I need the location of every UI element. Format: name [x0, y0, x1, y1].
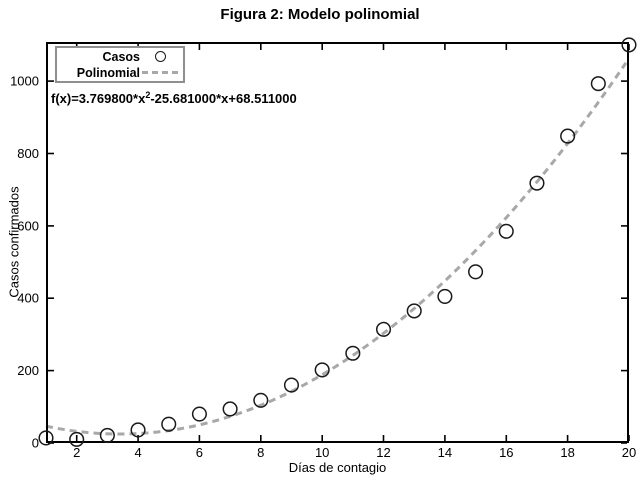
x-tick-label: 12 — [376, 445, 390, 460]
data-point — [529, 175, 545, 191]
data-point — [375, 321, 392, 337]
legend-marker-zone — [140, 51, 180, 62]
x-tick-label: 14 — [438, 445, 452, 460]
x-tick-label: 8 — [257, 445, 264, 460]
x-axis-label: Días de contagio — [288, 460, 387, 475]
dashed-line-icon — [142, 70, 178, 75]
circle-marker-icon — [154, 51, 166, 62]
fit-curve — [45, 62, 628, 436]
x-tick-label: 4 — [134, 445, 141, 460]
legend-label-casos: Casos — [102, 49, 140, 64]
data-point — [590, 76, 606, 92]
y-tick-label: 400 — [17, 291, 39, 306]
data-point — [406, 303, 422, 319]
x-tick-label: 20 — [622, 445, 636, 460]
y-tick-label: 200 — [17, 363, 39, 378]
data-point — [437, 288, 453, 304]
data-point — [468, 264, 484, 280]
fit-equation: f(x)=3.769800*x2-25.681000*x+68.511000 — [51, 90, 297, 106]
x-tick-label: 16 — [499, 445, 513, 460]
x-tick-label: 10 — [315, 445, 329, 460]
data-point — [560, 128, 576, 144]
data-point — [69, 431, 85, 447]
y-axis-label: Casos confirmados — [6, 186, 22, 298]
legend-label-polinomial: Polinomial — [76, 65, 140, 80]
x-tick-label: 6 — [196, 445, 203, 460]
legend-marker-zone — [140, 70, 180, 75]
chart-title: Figura 2: Modelo polinomial — [220, 6, 420, 23]
x-tick-label: 2 — [73, 445, 80, 460]
legend: Casos Polinomial — [55, 46, 185, 83]
data-point — [345, 345, 361, 361]
y-tick-label: 600 — [17, 218, 39, 233]
data-point — [161, 416, 177, 432]
data-point — [283, 377, 300, 393]
data-point — [99, 427, 115, 443]
data-point — [191, 406, 207, 422]
data-point — [38, 430, 54, 446]
y-tick-label: 0 — [32, 436, 39, 451]
fit-equation-superscript: 2 — [145, 90, 151, 100]
data-point — [253, 392, 269, 408]
fit-equation-suffix: -25.681000*x+68.511000 — [150, 91, 297, 106]
fit-equation-prefix: f(x)=3.769800*x — [51, 91, 146, 106]
y-tick-label: 1000 — [10, 74, 39, 89]
y-tick-label: 800 — [17, 146, 39, 161]
plot-area: 2 4 6 8 10 12 14 16 18 20 0 200 400 600 800 1000 — [10, 37, 637, 460]
data-point — [314, 362, 330, 378]
data-point — [621, 37, 637, 53]
legend-item-polinomial: Polinomial — [57, 65, 183, 81]
data-point — [498, 223, 514, 239]
data-point — [222, 401, 238, 417]
x-tick-label: 18 — [560, 445, 574, 460]
axes-border — [46, 42, 629, 443]
data-point — [130, 422, 146, 438]
legend-item-casos: Casos — [57, 49, 183, 65]
